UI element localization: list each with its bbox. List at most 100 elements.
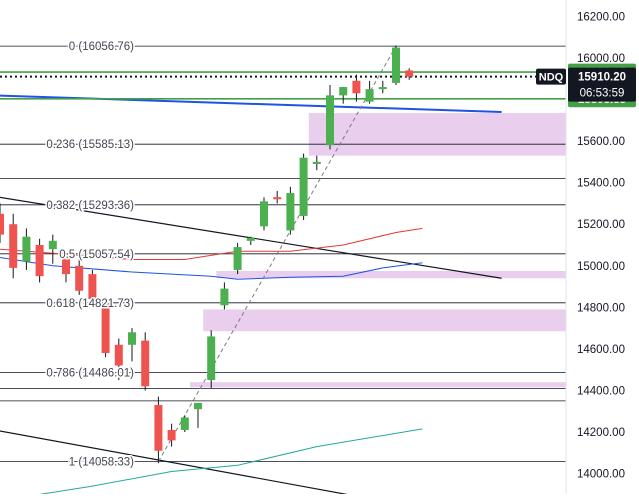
candle[interactable] [128, 328, 136, 362]
candle-body [273, 197, 282, 200]
candle-body [167, 429, 176, 441]
candle-body [352, 80, 361, 94]
candle-body [220, 288, 229, 306]
price-levels [0, 45, 566, 462]
candle-body [286, 193, 295, 231]
candle[interactable] [273, 190, 282, 204]
symbol-tag-text: NDQ [539, 72, 564, 84]
candle-body [180, 417, 189, 430]
supply-zone [216, 270, 566, 279]
price-axis-tick-label: 16000.00 [577, 53, 625, 65]
candle[interactable] [207, 330, 216, 389]
candle-body [312, 161, 321, 164]
candle-body [233, 247, 242, 270]
moving-average-line [7, 428, 423, 499]
candle[interactable] [260, 197, 268, 231]
price-axis-tick-label: 15200.00 [577, 219, 625, 231]
moving-average-line [0, 257, 423, 280]
candle[interactable] [352, 74, 361, 102]
price-axis-tick-label: 14800.00 [577, 302, 625, 314]
candle-body [48, 240, 57, 250]
candle[interactable] [246, 236, 255, 245]
candle-body [246, 237, 255, 241]
candle-body [326, 95, 334, 146]
fib-level-label: 0.382 (15293.36) [46, 200, 134, 212]
candles[interactable] [0, 45, 414, 464]
fib-labels: 0 (16056.76) 0.236 (15585.13) 0.382 (15293… [45, 40, 136, 470]
symbol-tag-bg [536, 68, 566, 85]
candle-body [154, 405, 163, 451]
fib-level-label: 0.618 (14821.73) [46, 298, 134, 310]
candle[interactable] [114, 338, 123, 381]
candle[interactable] [365, 80, 374, 104]
candle-body [35, 245, 44, 277]
candle[interactable] [62, 253, 70, 283]
candle[interactable] [101, 296, 110, 358]
supply-zone [308, 113, 566, 156]
candle[interactable] [180, 415, 189, 433]
last-price-tag-bg [568, 67, 636, 102]
candle-body [392, 47, 400, 83]
candle-body [128, 332, 136, 345]
candle[interactable] [326, 84, 334, 150]
candle[interactable] [48, 234, 57, 264]
fib-level-label: 0 (16056.76) [69, 41, 134, 53]
candle-body [88, 274, 97, 300]
candle-body [22, 236, 31, 262]
fib-level-label: 0.786 (14486.01) [46, 368, 134, 380]
candle-body [194, 402, 202, 410]
price-axis-tick-label: 15600.00 [577, 136, 625, 148]
candle-body [62, 257, 70, 275]
fib-level-label: 0.236 (15585.13) [46, 139, 134, 151]
candle[interactable] [167, 423, 176, 447]
candle[interactable] [339, 87, 348, 104]
candle-body [114, 344, 123, 366]
candle[interactable] [220, 282, 229, 310]
price-axis-tick-label: 14600.00 [577, 344, 625, 356]
candle-body [299, 157, 308, 216]
candle-body [141, 340, 150, 387]
supply-zone [190, 382, 566, 388]
candle[interactable] [392, 45, 400, 85]
price-axis-tick-label: 16200.00 [577, 11, 625, 23]
candle-body [365, 89, 374, 102]
price-axis-tick-label: 14000.00 [577, 469, 625, 481]
fib-level-label: 0.5 (15057.54) [59, 249, 134, 261]
candle[interactable] [233, 242, 242, 275]
supply-zone [203, 309, 566, 332]
price-axis-tick-label: 14400.00 [577, 385, 625, 397]
price-axis-tick-label: 14200.00 [577, 427, 625, 439]
last-price-value: 15910.20 [578, 72, 626, 84]
trend-line [0, 94, 502, 113]
candle[interactable] [312, 155, 321, 171]
candle-body [260, 201, 268, 227]
candle[interactable] [22, 228, 31, 270]
candle[interactable] [194, 402, 202, 428]
fib-level-label: 1 (14058.33) [69, 456, 134, 468]
candle[interactable] [9, 213, 18, 279]
candle[interactable] [35, 238, 44, 283]
candle[interactable] [154, 396, 163, 464]
candle-body [75, 265, 84, 291]
candle[interactable] [141, 332, 150, 391]
candle-body [101, 303, 110, 354]
candle[interactable] [88, 269, 97, 304]
countdown-timer: 06:53:59 [580, 88, 625, 100]
candle-body [405, 70, 414, 77]
candle[interactable] [0, 203, 4, 243]
fib-trend-line [157, 45, 397, 462]
price-axis-tick-label: 15000.00 [577, 261, 625, 273]
candle[interactable] [75, 253, 84, 295]
candle[interactable] [299, 153, 308, 221]
candle[interactable] [405, 68, 414, 80]
candle-body [339, 87, 348, 96]
price-axis-tick-label: 15400.00 [577, 178, 625, 190]
supply-zones [190, 113, 566, 388]
candle[interactable] [286, 186, 295, 235]
candle[interactable] [378, 80, 387, 94]
candle-body [378, 87, 387, 90]
